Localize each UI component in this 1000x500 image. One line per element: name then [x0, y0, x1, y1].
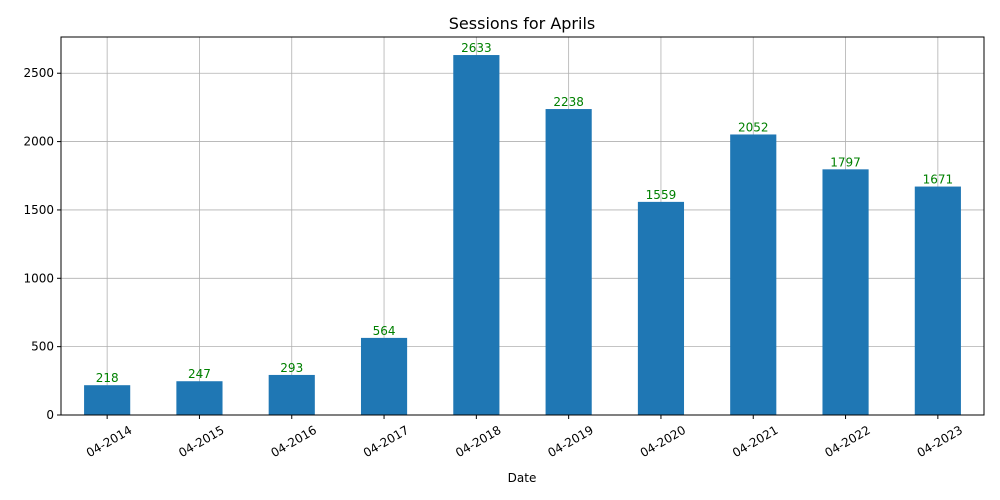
x-axis-ticks: 04-2014 04-2015 04-2016 04-2017 04-2018 04-20…: [84, 415, 965, 460]
y-tick-label: 1000: [23, 271, 54, 285]
x-tick-label: 04-2019: [545, 423, 595, 460]
data-labels: 218 247 293 564 2633 2238 1559 2052 1797 1671: [96, 41, 953, 385]
data-label: 1559: [646, 188, 677, 202]
x-tick-label: 04-2017: [361, 423, 411, 460]
y-tick-label: 2000: [23, 135, 54, 149]
bar: [176, 381, 223, 415]
bar: [84, 385, 131, 415]
x-tick-label: 04-2020: [638, 423, 688, 460]
x-tick-label: 04-2023: [915, 423, 965, 460]
bar: [730, 134, 777, 415]
bar: [545, 109, 592, 416]
y-tick-label: 1500: [23, 203, 54, 217]
bar: [637, 201, 685, 415]
y-axis-ticks: 0 500 1000 1500 2000 2500: [23, 66, 61, 422]
bar: [822, 169, 869, 415]
bar: [268, 374, 315, 415]
x-tick-label: 04-2018: [453, 423, 503, 460]
bar: [914, 186, 961, 415]
data-label: 564: [373, 324, 396, 338]
x-tick-label: 04-2014: [84, 423, 134, 460]
y-tick-label: 0: [46, 408, 54, 422]
bars: [84, 55, 961, 416]
data-label: 293: [280, 361, 303, 375]
chart-title: Sessions for Aprils: [449, 14, 595, 33]
data-label: 1797: [830, 155, 861, 169]
x-tick-label: 04-2016: [269, 423, 319, 460]
data-label: 2052: [738, 120, 769, 134]
plot-frame: [60, 36, 985, 416]
bar: [360, 337, 408, 415]
data-label: 1671: [923, 173, 954, 187]
y-tick-label: 500: [31, 340, 54, 354]
x-tick-label: 04-2015: [176, 423, 226, 460]
data-label: 2238: [553, 95, 584, 109]
x-tick-label: 04-2021: [730, 423, 780, 460]
y-tick-label: 2500: [23, 66, 54, 80]
bar: [453, 55, 500, 416]
x-axis-label: Date: [508, 471, 537, 485]
data-label: 218: [96, 371, 119, 385]
data-label: 2633: [461, 41, 492, 55]
data-label: 247: [188, 367, 211, 381]
x-tick-label: 04-2022: [822, 423, 872, 460]
